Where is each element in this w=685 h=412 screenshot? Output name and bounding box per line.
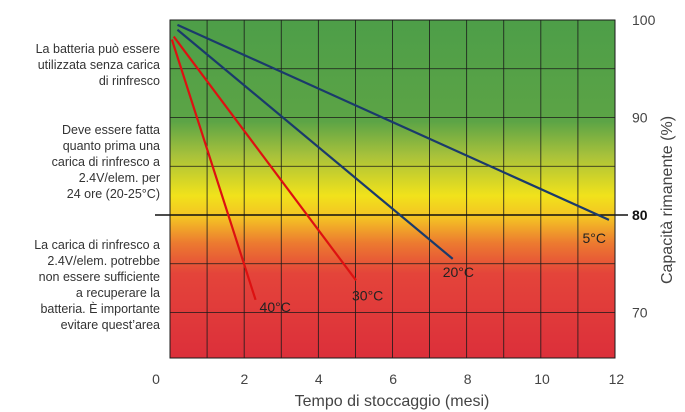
- axes: 0 2 4 6 8 10 12 70 80 90 100 Tempo di stoccaggio (m…: [152, 12, 676, 410]
- y-tick-label: 80: [632, 207, 648, 223]
- series-line-3: [170, 39, 257, 301]
- zone-text-line: utilizzata senza carica: [37, 58, 160, 72]
- zone-text-line: carica di rinfresco a: [51, 155, 160, 169]
- y-tick-label: 70: [632, 305, 648, 321]
- zone-text-line: a recuperare la: [75, 286, 160, 300]
- zone-text-line: 24 ore (20-25°C): [66, 187, 160, 201]
- plot-border: [169, 19, 616, 359]
- x-tick-label: 2: [241, 371, 249, 387]
- zone-text-line: Deve essere fatta: [62, 123, 160, 137]
- x-tick-label: 0: [152, 371, 160, 387]
- series-line-2: [172, 35, 357, 281]
- x-tick-label: 10: [534, 371, 550, 387]
- series-label: 5°C: [582, 230, 606, 246]
- zone-text-line: 2.4V/elem. per: [78, 171, 160, 185]
- zone-description-2: Deve essere fatta quanto prima una carica …: [52, 122, 160, 202]
- zone-text-line: evitare quest’area: [60, 318, 160, 332]
- series-line-1: [176, 28, 454, 260]
- y-axis-title: Capacità rimanente (%): [659, 116, 676, 284]
- x-tick-label: 8: [464, 371, 472, 387]
- x-axis-title: Tempo di stoccaggio (mesi): [295, 393, 490, 410]
- series-labels: 5°C 20°C 30°C 40°C: [260, 230, 606, 315]
- series-line-0: [176, 23, 610, 221]
- zone-text-line: quanto prima una: [62, 139, 160, 153]
- series-group: [170, 23, 610, 301]
- zone-text-line: 2.4V/elem. potrebbe: [47, 254, 160, 268]
- y-tick-label: 100: [632, 12, 656, 28]
- zone-text-line: La batteria può essere: [35, 42, 160, 56]
- zone-text-line: non essere sufficiente: [38, 270, 160, 284]
- x-tick-label: 6: [389, 371, 397, 387]
- series-label: 30°C: [352, 287, 383, 303]
- zone-description-1: La batteria può essere utilizzata senza c…: [36, 41, 160, 89]
- zone-text-line: La carica di rinfresco a: [34, 238, 160, 252]
- zone-text-line: di rinfresco: [98, 74, 160, 88]
- series-label: 40°C: [260, 299, 291, 315]
- x-tick-label: 12: [609, 371, 625, 387]
- zone-text-line: batteria. È importante: [40, 302, 160, 316]
- y-tick-label: 90: [632, 110, 648, 126]
- x-tick-label: 4: [315, 371, 323, 387]
- series-label: 20°C: [443, 264, 474, 280]
- zone-description-3: La carica di rinfresco a 2.4V/elem. potre…: [34, 237, 160, 333]
